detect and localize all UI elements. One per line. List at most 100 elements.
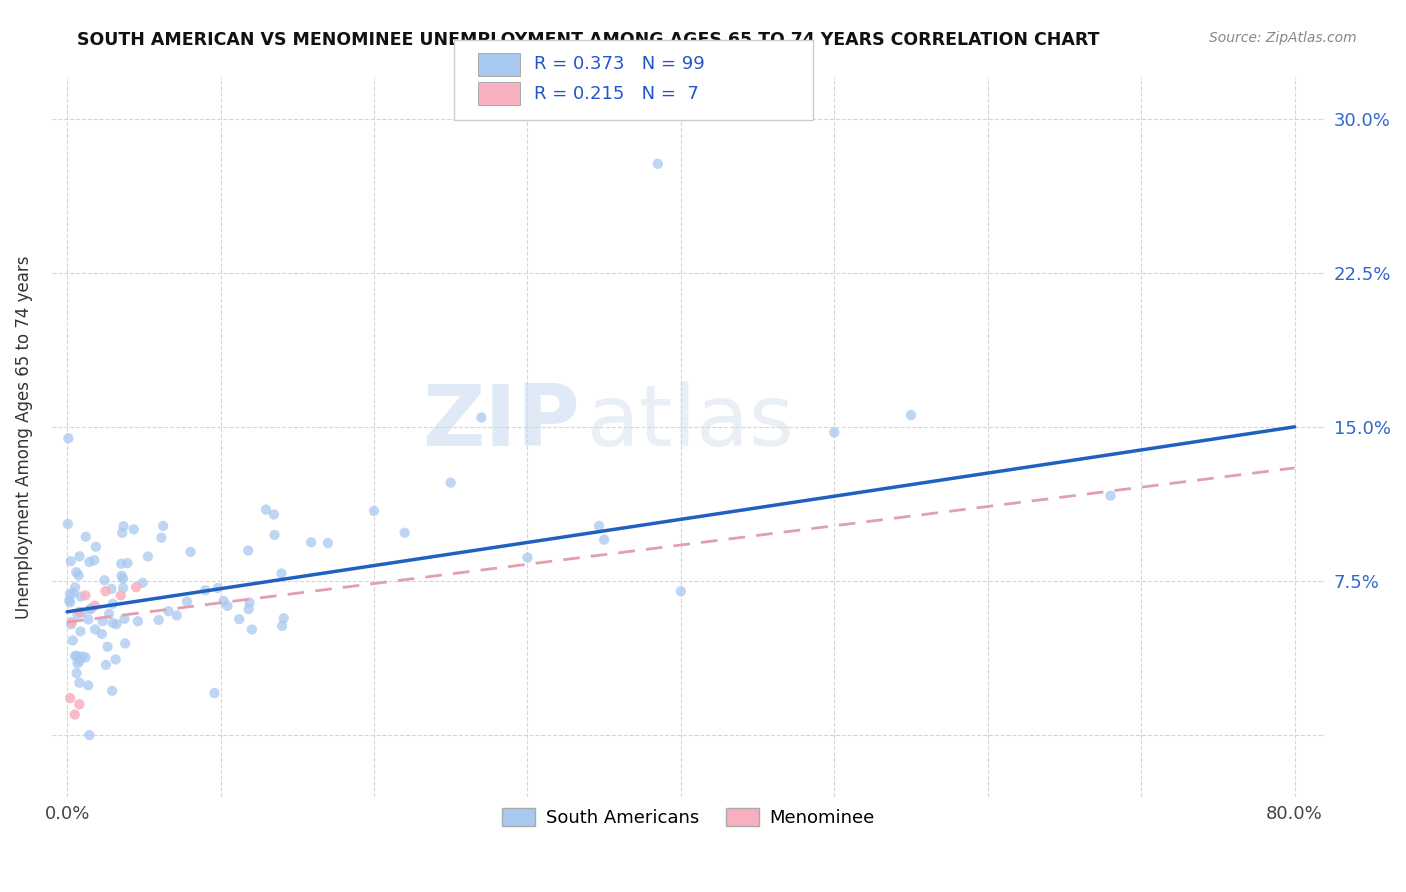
Point — [111, 572, 134, 586]
Point — [66, 657, 89, 671]
Text: SOUTH AMERICAN VS MENOMINEE UNEMPLOYMENT AMONG AGES 65 TO 74 YEARS CORRELATION C: SOUTH AMERICAN VS MENOMINEE UNEMPLOYMENT… — [77, 31, 1099, 49]
Point — [58, 431, 80, 445]
Point — [239, 596, 262, 610]
Point — [254, 502, 277, 516]
Point — [79, 555, 101, 569]
Point — [101, 597, 124, 611]
Point — [63, 649, 86, 664]
Point — [110, 557, 132, 571]
Point — [75, 588, 97, 602]
Point — [94, 584, 117, 599]
Point — [70, 606, 93, 620]
Point — [263, 528, 285, 542]
Point — [59, 587, 82, 601]
Point — [91, 614, 114, 628]
Point — [127, 614, 149, 628]
Point — [83, 553, 105, 567]
Point — [394, 525, 416, 540]
Point — [440, 475, 463, 490]
Point — [593, 533, 616, 547]
Point — [69, 549, 91, 564]
Point — [117, 556, 139, 570]
Point — [69, 654, 91, 668]
Point — [299, 535, 322, 549]
Point — [273, 611, 295, 625]
Point — [84, 540, 107, 554]
Point — [67, 568, 90, 582]
Legend: South Americans, Menominee: South Americans, Menominee — [495, 801, 882, 835]
Point — [67, 675, 90, 690]
Point — [66, 607, 89, 621]
Point — [150, 531, 173, 545]
Point — [77, 678, 100, 692]
Point — [69, 590, 91, 604]
Point — [122, 522, 145, 536]
Point — [271, 619, 294, 633]
Point — [112, 581, 135, 595]
Point — [207, 581, 229, 595]
Point — [60, 617, 83, 632]
Point — [105, 617, 128, 632]
Point — [166, 608, 188, 623]
Point — [110, 569, 132, 583]
Text: R = 0.215   N =  7: R = 0.215 N = 7 — [534, 85, 699, 103]
Point — [900, 408, 922, 422]
Point — [516, 550, 538, 565]
Point — [131, 575, 153, 590]
Point — [111, 525, 134, 540]
Point — [104, 652, 127, 666]
Point — [59, 691, 82, 706]
Point — [363, 504, 385, 518]
Text: Source: ZipAtlas.com: Source: ZipAtlas.com — [1209, 31, 1357, 45]
Point — [101, 684, 124, 698]
Point — [263, 508, 285, 522]
Y-axis label: Unemployment Among Ages 65 to 74 years: Unemployment Among Ages 65 to 74 years — [15, 255, 32, 619]
Point — [75, 530, 97, 544]
Point — [669, 584, 692, 599]
Point — [65, 565, 87, 579]
Point — [67, 698, 90, 712]
Point — [62, 586, 84, 600]
Point — [60, 615, 83, 629]
Point — [63, 580, 86, 594]
Text: atlas: atlas — [586, 381, 794, 464]
Point — [94, 657, 117, 672]
Text: R = 0.373   N = 99: R = 0.373 N = 99 — [534, 55, 704, 73]
Point — [125, 580, 148, 594]
Point — [59, 554, 82, 568]
Point — [100, 582, 122, 596]
Point — [65, 666, 87, 681]
Point — [97, 640, 120, 654]
Point — [204, 686, 226, 700]
Point — [148, 613, 170, 627]
Point — [79, 728, 101, 742]
Point — [238, 602, 260, 616]
Point — [647, 157, 669, 171]
Point — [176, 594, 198, 608]
Point — [93, 574, 115, 588]
Point — [823, 425, 845, 440]
Point — [80, 601, 103, 615]
Point — [157, 604, 180, 618]
Point — [79, 602, 101, 616]
Point — [90, 627, 112, 641]
Point — [67, 605, 90, 619]
Point — [98, 607, 121, 621]
Point — [110, 588, 132, 602]
Point — [588, 519, 610, 533]
Text: ZIP: ZIP — [423, 381, 581, 464]
Point — [59, 595, 82, 609]
Point — [228, 612, 250, 626]
Point — [270, 566, 292, 581]
Point — [238, 543, 260, 558]
Point — [316, 536, 339, 550]
Point — [62, 633, 84, 648]
Point — [69, 624, 91, 639]
Point — [180, 545, 202, 559]
Point — [63, 707, 86, 722]
Point — [75, 650, 97, 665]
Point — [112, 519, 135, 533]
Point — [152, 519, 174, 533]
Point — [70, 649, 93, 664]
Point — [77, 612, 100, 626]
